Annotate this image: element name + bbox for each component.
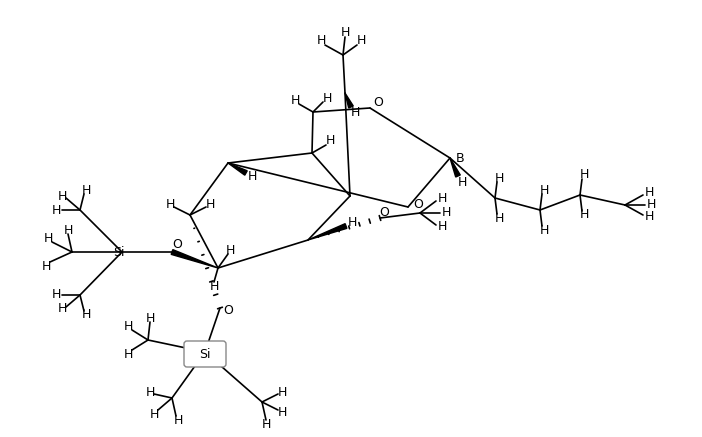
Text: O: O	[223, 304, 233, 316]
Text: H: H	[145, 385, 154, 399]
Text: H: H	[644, 187, 654, 200]
Text: O: O	[379, 205, 389, 218]
Text: H: H	[539, 223, 549, 236]
Text: H: H	[58, 302, 67, 316]
Text: H: H	[58, 190, 67, 202]
Text: Si: Si	[199, 347, 211, 361]
Text: H: H	[63, 223, 73, 236]
Polygon shape	[450, 158, 461, 177]
Text: H: H	[225, 243, 234, 257]
Text: H: H	[647, 198, 656, 212]
Text: H: H	[579, 169, 589, 181]
Text: H: H	[350, 107, 359, 119]
Text: H: H	[494, 171, 504, 184]
Text: H: H	[325, 135, 335, 148]
Text: H: H	[209, 280, 219, 292]
Text: H: H	[317, 35, 326, 48]
Text: H: H	[340, 27, 350, 39]
Text: H: H	[124, 347, 133, 361]
Text: H: H	[539, 184, 549, 197]
Text: H: H	[322, 91, 331, 104]
Text: H: H	[145, 312, 154, 325]
Text: H: H	[457, 176, 467, 188]
Text: H: H	[205, 198, 215, 212]
Text: Si: Si	[113, 246, 125, 259]
Polygon shape	[308, 224, 347, 240]
Text: O: O	[373, 96, 383, 108]
Text: H: H	[494, 212, 504, 225]
Text: H: H	[51, 204, 60, 216]
Text: H: H	[124, 319, 133, 333]
Text: H: H	[165, 198, 175, 212]
Text: H: H	[247, 170, 257, 184]
Text: H: H	[150, 407, 159, 420]
Text: H: H	[173, 413, 183, 427]
Text: H: H	[81, 184, 91, 197]
Text: H: H	[442, 207, 451, 219]
Text: H: H	[291, 94, 300, 107]
Text: H: H	[579, 208, 589, 222]
Polygon shape	[171, 250, 218, 268]
Text: H: H	[277, 406, 286, 419]
Text: O: O	[172, 239, 182, 252]
FancyBboxPatch shape	[184, 341, 226, 367]
Text: H: H	[437, 221, 446, 233]
Text: H: H	[44, 232, 53, 244]
Text: H: H	[51, 288, 60, 302]
Polygon shape	[228, 163, 247, 175]
Text: H: H	[41, 260, 51, 273]
Text: H: H	[644, 211, 654, 223]
Polygon shape	[345, 93, 353, 108]
Text: H: H	[277, 385, 286, 399]
Text: H: H	[357, 35, 366, 48]
Text: H: H	[261, 417, 271, 430]
Text: O: O	[413, 198, 423, 212]
Text: H: H	[81, 309, 91, 322]
Text: H: H	[437, 193, 446, 205]
Text: B: B	[456, 152, 464, 164]
Text: H: H	[347, 215, 357, 229]
